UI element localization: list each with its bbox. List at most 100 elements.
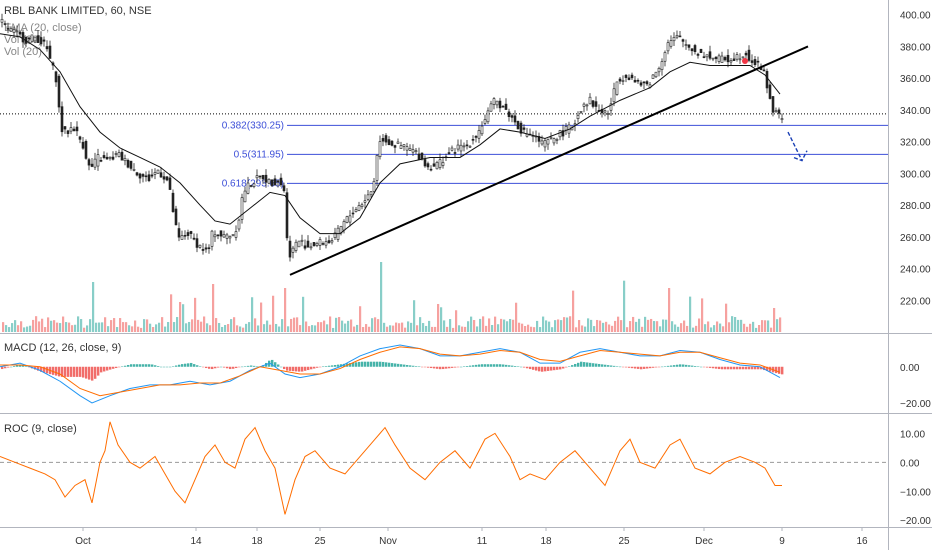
macd-histogram-bar <box>142 364 145 367</box>
price-pane[interactable]: 0.382(330.25)0.5(311.95)0.618(293.65) 22… <box>0 5 931 332</box>
candle-body <box>585 104 589 107</box>
macd-histogram-bar <box>352 362 355 367</box>
candle-body <box>504 103 508 110</box>
macd-histogram-bar <box>229 366 232 370</box>
macd-histogram-bar <box>25 366 28 367</box>
macd-histogram-bar <box>493 364 496 367</box>
macd-histogram-bar <box>169 366 172 368</box>
candle-body <box>198 244 202 248</box>
volume-bar <box>767 320 770 332</box>
macd-histogram-bar <box>154 365 157 367</box>
volume-bar <box>251 297 254 332</box>
candle-body <box>399 145 403 149</box>
volume-bar <box>779 317 782 332</box>
volume-bar <box>482 316 485 332</box>
macd-histogram-bar <box>112 366 115 369</box>
macd-histogram-bar <box>724 366 727 370</box>
macd-histogram-bar <box>415 366 418 367</box>
candle-body <box>630 74 634 79</box>
volume-bar <box>737 319 740 332</box>
candle-body <box>348 215 352 223</box>
volume-bar <box>305 321 308 332</box>
candle-body <box>333 232 337 238</box>
candle-body <box>645 81 649 85</box>
volume-bar <box>44 327 47 332</box>
macd-histogram-bar <box>670 365 673 367</box>
candle-body <box>93 158 97 168</box>
candle-body <box>312 242 316 247</box>
trendline[interactable] <box>289 45 809 276</box>
macd-histogram-bar <box>532 366 535 370</box>
macd-histogram-bar <box>184 363 187 367</box>
candle-body <box>438 159 442 168</box>
candle-body <box>315 243 319 246</box>
volume-bar <box>311 325 314 332</box>
volume-bar <box>176 317 179 332</box>
volume-bar <box>185 323 188 332</box>
macd-histogram-bar <box>364 361 367 367</box>
volume-bar <box>170 294 173 332</box>
volume-bar <box>602 322 605 332</box>
macd-histogram-bar <box>139 364 142 367</box>
candle-body <box>114 153 118 155</box>
volume-bar <box>620 320 623 332</box>
roc-legend: ROC (9, close) <box>4 423 77 435</box>
volume-bar <box>488 318 491 332</box>
macd-histogram-bar <box>274 362 277 367</box>
macd-histogram-bar <box>235 366 238 369</box>
macd-histogram-bar <box>613 365 616 367</box>
macd-histogram-bar <box>505 364 508 367</box>
macd-pane[interactable]: 0.00 −20.00 MACD (12, 26, close, 9) <box>0 342 931 410</box>
volume-bar <box>293 317 296 332</box>
macd-histogram-bar <box>739 366 742 370</box>
candle-body <box>633 79 637 83</box>
volume-bar <box>401 322 404 332</box>
candle-body <box>453 152 457 154</box>
macd-histogram-bar <box>547 366 550 371</box>
candle-body <box>510 115 514 118</box>
candle-body <box>744 52 748 56</box>
macd-histogram-bar <box>622 366 625 368</box>
candle-body <box>264 174 268 183</box>
candle-body <box>375 155 379 181</box>
price-tick-label: 380.00 <box>900 42 931 53</box>
volume-bar <box>461 326 464 332</box>
candle-body <box>624 74 628 78</box>
volume-bar <box>344 323 347 332</box>
volume-bar <box>749 323 752 332</box>
time-axis[interactable]: Oct 14 18 25 Nov 11 18 25 Dec 9 16 <box>75 527 868 547</box>
volume-bar <box>455 310 458 332</box>
volume-bar <box>188 321 191 332</box>
candle-body <box>147 174 151 182</box>
volume-bar <box>416 325 419 332</box>
volume-bar <box>755 327 758 332</box>
volume-bar <box>563 317 566 332</box>
candle-body <box>48 45 52 59</box>
candle-body <box>594 101 598 107</box>
candle-body <box>615 81 619 95</box>
candle-body <box>300 239 304 242</box>
volume-bar <box>761 320 764 332</box>
candle-body <box>138 173 142 179</box>
candle-body <box>165 176 169 181</box>
candle-body <box>756 60 760 63</box>
macd-histogram-bar <box>187 363 190 367</box>
macd-histogram-bar <box>457 366 460 368</box>
macd-histogram-bar <box>745 366 748 370</box>
volume-bar <box>242 327 245 332</box>
macd-histogram-bar <box>610 365 613 367</box>
candle-body <box>108 156 112 159</box>
macd-histogram-bar <box>28 366 31 368</box>
projection-arrow <box>787 131 808 162</box>
volume-bar <box>143 319 146 332</box>
volume-bar <box>512 319 515 332</box>
candle-body <box>465 144 469 147</box>
candle-body <box>42 39 46 42</box>
candle-body <box>579 111 583 113</box>
candle-body <box>654 71 658 78</box>
volume-bar <box>206 323 209 332</box>
roc-pane[interactable]: 10.00 0.00 −10.00 −20.00 ROC (9, close) <box>0 421 931 527</box>
candle-body <box>45 46 49 50</box>
candle-body <box>735 54 739 60</box>
candle-body <box>678 35 682 38</box>
